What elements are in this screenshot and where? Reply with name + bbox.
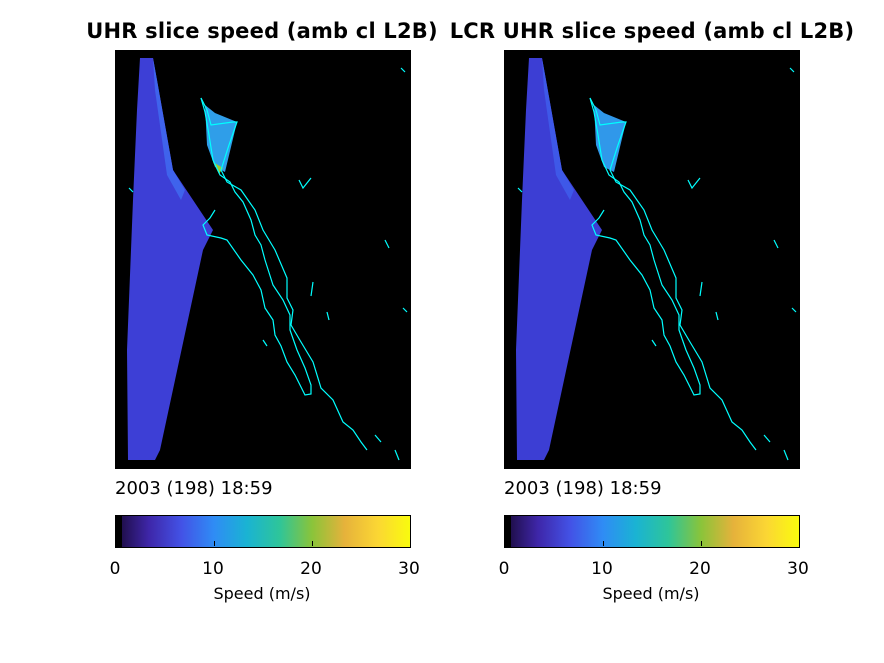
colorbar-tick-label: 30 [787,559,809,579]
colorbar-tick-label: 20 [300,559,322,579]
colorbar-tickmark [214,541,215,546]
panel-2-timestamp: 2003 (198) 18:59 [504,478,662,499]
colorbar-tick-label: 20 [689,559,711,579]
coastline [517,67,797,461]
panel-2-map [504,50,800,469]
colorbar-tick-label: 0 [498,559,510,579]
colorbar-tickmark [312,541,313,546]
swath-edge-highlight [542,58,574,200]
panel-1-timestamp: 2003 (198) 18:59 [115,478,273,499]
colorbar-tickmark [603,541,604,546]
panel-2-colorbar [504,515,800,548]
colorbar-tick-label: 30 [398,559,420,579]
colorbar-tick-label: 0 [109,559,121,579]
panel-2-title: LCR UHR slice speed (amb cl L2B) [449,19,855,43]
panel-1-map [115,50,411,469]
gulf-speed-region [594,105,626,172]
wind-swath [516,58,602,460]
panel-1-title: UHR slice speed (amb cl L2B) [86,19,438,43]
panel-2-colorbar-label: Speed (m/s) [602,584,700,603]
panel-1-colorbar [115,515,411,548]
colorbar-tick-label: 10 [202,559,224,579]
panel-1-colorbar-label: Speed (m/s) [213,584,311,603]
gulf-speed-region [205,105,237,172]
colorbar-tick-label: 10 [591,559,613,579]
swath-edge-highlight [153,58,185,200]
colorbar-tickmark [701,541,702,546]
coastline [128,67,408,461]
wind-swath [127,58,213,460]
